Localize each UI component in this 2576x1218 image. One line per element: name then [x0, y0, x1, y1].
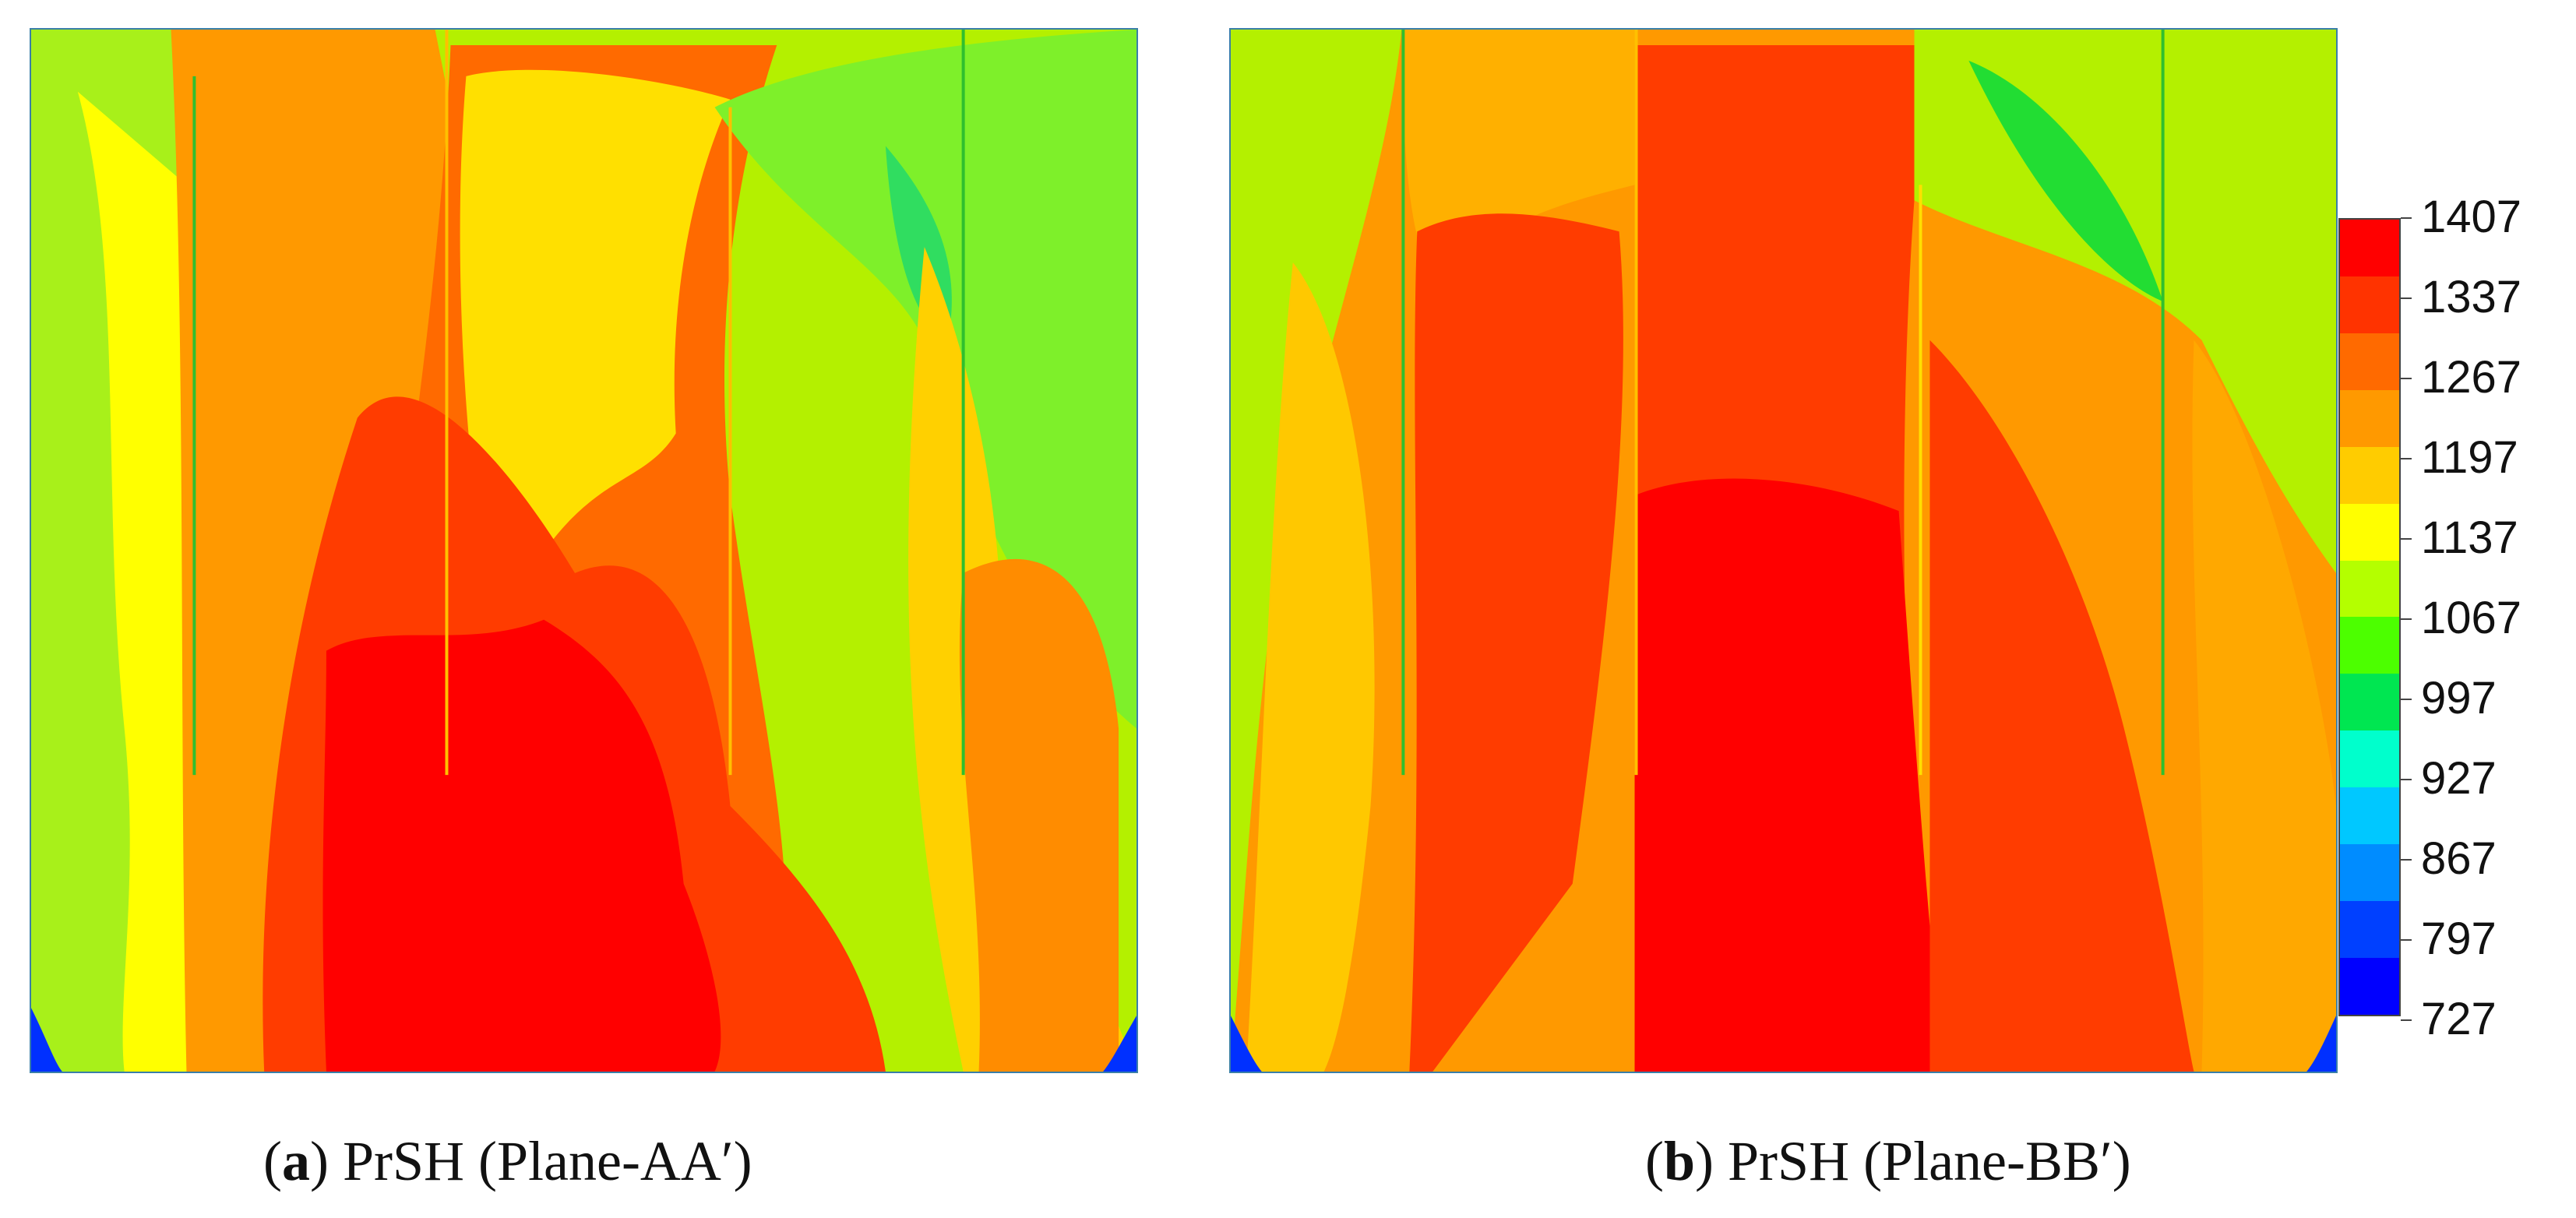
colorbar-tick [2401, 699, 2412, 700]
blue-corner-left [1231, 1016, 1262, 1072]
red-hot-core [1634, 478, 1946, 1072]
caption-plane-aa: (a) PrSH (Plane-AA′) [263, 1130, 752, 1192]
colorbar-segment [2340, 333, 2399, 390]
caption-plane-bb: (b) PrSH (Plane-BB′) [1645, 1130, 2131, 1192]
colorbar-segment [2340, 276, 2399, 333]
colorbar-tick [2401, 618, 2412, 620]
temperature-colorbar [2338, 218, 2401, 1016]
blue-corner-right [2306, 1016, 2336, 1072]
colorbar-segment [2340, 901, 2399, 958]
colorbar-segment [2340, 446, 2399, 504]
colorbar-segment [2340, 220, 2399, 276]
colorbar-segment [2340, 674, 2399, 731]
colorbar-tick [2401, 297, 2412, 299]
colorbar-tick-label: 727 [2421, 994, 2497, 1044]
colorbar-tick [2401, 859, 2412, 861]
colorbar-tick [2401, 538, 2412, 540]
colorbar-tick-label: 1267 [2421, 352, 2522, 403]
right-yellow-plume [908, 247, 1136, 1072]
red-orange-plume-3 [1929, 340, 2194, 1072]
colorbar-tick-label: 1137 [2421, 512, 2518, 563]
colorbar-segment [2340, 617, 2399, 674]
green-core [1968, 60, 2163, 301]
colorbar-tick-label: 867 [2421, 833, 2497, 884]
caption-letter: a [281, 1130, 310, 1192]
colorbar-segment [2340, 730, 2399, 788]
colorbar-tick-label: 997 [2421, 673, 2497, 723]
colorbar-tick [2401, 217, 2412, 219]
right-green-zone [1914, 30, 2336, 573]
upper-yellow-lobe [1401, 30, 1635, 278]
colorbar-tick [2401, 378, 2412, 379]
caption-text: ) PrSH (Plane-AA′) [309, 1130, 752, 1192]
blue-corner-left [31, 1008, 62, 1072]
right-green-zone [714, 30, 1136, 729]
caption-letter: b [1663, 1130, 1696, 1192]
right-orange-plume [959, 558, 1119, 1072]
colorbar-tick-label: 1337 [2421, 272, 2522, 322]
right-orange-plume [2192, 340, 2336, 1072]
colorbar-tick-label: 927 [2421, 753, 2497, 804]
colorbar-tick-label: 797 [2421, 914, 2497, 964]
colorbar-segment [2340, 844, 2399, 902]
temperature-contour-bb [1231, 30, 2336, 1072]
colorbar-segment [2340, 560, 2399, 618]
blue-corner-right [1103, 1016, 1136, 1072]
colorbar-tick-label: 1067 [2421, 593, 2522, 643]
colorbar-tick-label: 1407 [2421, 192, 2522, 242]
colorbar-tick-label: 1197 [2421, 432, 2518, 483]
colorbar-segment [2340, 957, 2399, 1015]
colorbar-segment [2340, 389, 2399, 447]
left-yellow-band [1246, 262, 1375, 1072]
red-orange-plume-1 [1409, 213, 1623, 1072]
colorbar-segment [2340, 787, 2399, 845]
red-hot-core [322, 619, 721, 1072]
colorbar-tick [2401, 939, 2412, 941]
caption-text: ) PrSH (Plane-BB′) [1695, 1130, 2131, 1192]
yellow-lobe-top [460, 69, 731, 635]
colorbar-tick [2401, 1019, 2412, 1021]
colorbar-tick [2401, 779, 2412, 780]
colorbar-tick [2401, 458, 2412, 459]
temperature-contour-aa [31, 30, 1136, 1072]
contour-plot-plane-aa [30, 28, 1138, 1073]
contour-plot-plane-bb [1229, 28, 2338, 1073]
colorbar-segment [2340, 503, 2399, 561]
left-green-zone [1231, 30, 1402, 1072]
